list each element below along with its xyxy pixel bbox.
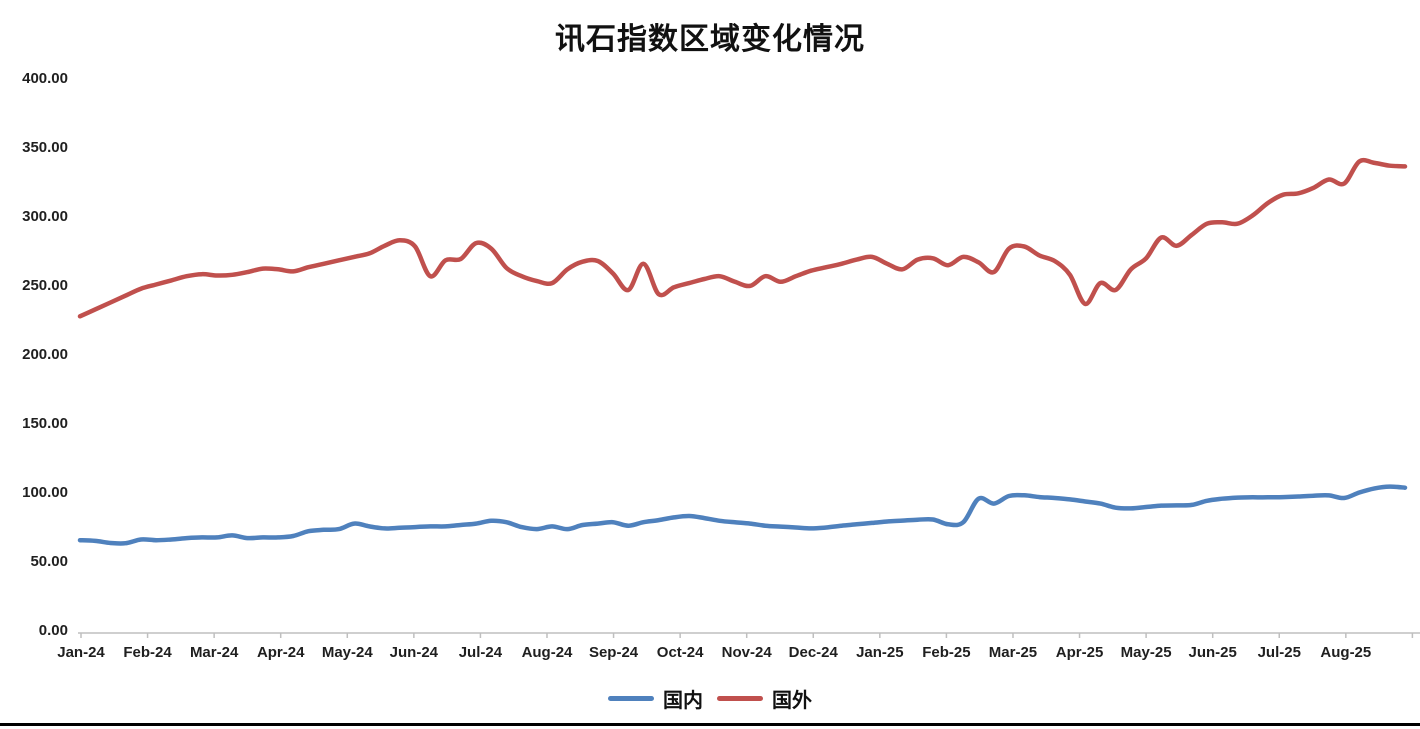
legend-item-国外: 国外 [717,684,812,713]
y-axis-label: 250.00 [22,276,68,294]
y-axis-label: 50.00 [30,553,68,571]
bottom-divider-line [0,723,1420,726]
x-axis-label: Aug-25 [1320,644,1372,661]
chart-title: 讯石指数区域变化情况 [555,23,865,56]
x-axis-label: Sep-24 [588,644,639,661]
y-axis-label: 400.00 [22,69,68,87]
x-axis-label: Apr-24 [256,644,305,661]
y-axis-label: 150.00 [22,415,68,433]
legend-swatch [608,696,654,701]
x-axis-label: Mar-25 [988,644,1038,661]
x-axis-label: Dec-24 [788,644,838,661]
x-axis-label: Apr-25 [1055,644,1104,661]
legend-label: 国内 [663,690,703,712]
x-axis-label: Jan-24 [57,644,105,661]
y-axis-label: 350.00 [22,138,68,156]
x-axis-label: Mar-24 [189,644,239,661]
x-axis-label: Feb-25 [922,644,971,661]
x-axis-label: Jul-25 [1257,644,1301,661]
x-axis-label: Jan-25 [856,644,904,661]
x-axis-label: Nov-24 [721,644,772,661]
y-axis-label: 0.00 [38,622,68,640]
y-axis-label: 200.00 [22,346,68,363]
x-axis-label: Aug-24 [521,644,573,661]
x-axis-label: Oct-24 [656,644,704,661]
x-axis-label: Feb-24 [123,644,172,661]
y-axis-label: 100.00 [22,484,68,502]
y-axis-label: 300.00 [22,207,68,225]
x-axis-label: May-25 [1120,644,1172,661]
x-axis-label: Jun-24 [389,644,439,661]
legend-label: 国外 [772,690,812,712]
x-axis-label: Jul-24 [458,644,503,661]
legend-swatch [717,696,763,701]
x-axis-label: Jun-25 [1188,644,1237,661]
series-line-国外 [77,157,1408,319]
x-axis-label: May-24 [321,644,373,661]
legend-item-国内: 国内 [608,684,703,713]
series-line-国内 [77,484,1408,546]
legend: 国内 国外 [0,684,1420,713]
